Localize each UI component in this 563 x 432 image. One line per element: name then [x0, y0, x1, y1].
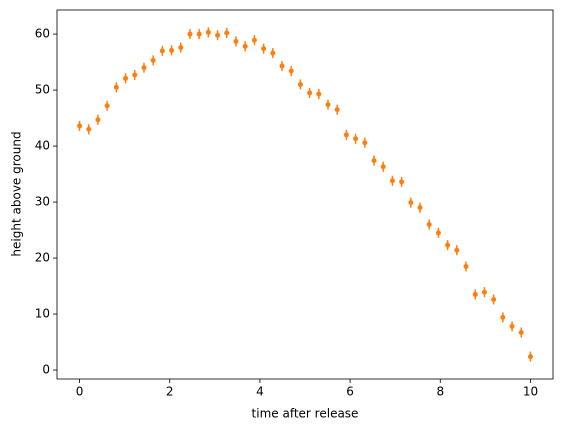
- x-tick-label: 4: [256, 385, 264, 399]
- data-point: [113, 84, 119, 90]
- x-tick-label: 6: [346, 385, 354, 399]
- y-tick-label: 0: [42, 363, 50, 377]
- y-axis-label: height above ground: [10, 131, 24, 256]
- data-point: [362, 140, 368, 146]
- data-point: [408, 200, 414, 206]
- y-tick-label: 60: [35, 27, 50, 41]
- data-point: [316, 91, 322, 97]
- x-tick-label: 8: [436, 385, 444, 399]
- data-point: [169, 47, 175, 53]
- data-point: [371, 158, 377, 164]
- data-point: [454, 247, 460, 253]
- data-point: [472, 291, 478, 297]
- data-point: [205, 29, 211, 35]
- data-point: [518, 330, 524, 336]
- data-point: [426, 221, 432, 227]
- data-point: [251, 37, 257, 43]
- data-point: [325, 102, 331, 108]
- data-point: [187, 31, 193, 37]
- data-point: [343, 132, 349, 138]
- data-point: [132, 72, 138, 78]
- data-point: [95, 117, 101, 123]
- data-point: [417, 205, 423, 211]
- data-point: [463, 263, 469, 269]
- data-point: [242, 43, 248, 49]
- data-point: [353, 136, 359, 142]
- data-point: [445, 242, 451, 248]
- data-point: [270, 50, 276, 56]
- data-point: [334, 107, 340, 113]
- data-point: [307, 90, 313, 96]
- plot-frame: [56, 9, 554, 380]
- data-point: [141, 65, 147, 71]
- data-point: [481, 289, 487, 295]
- data-point: [77, 123, 83, 129]
- x-tick-label: 2: [166, 385, 174, 399]
- y-tick-label: 20: [35, 251, 50, 265]
- data-point: [279, 63, 285, 69]
- data-point: [159, 48, 165, 54]
- data-point: [261, 46, 267, 52]
- data-point: [104, 103, 110, 109]
- data-point: [380, 164, 386, 170]
- data-point: [399, 179, 405, 185]
- data-point: [389, 178, 395, 184]
- data-point: [435, 230, 441, 236]
- data-point: [196, 31, 202, 37]
- y-tick-label: 40: [35, 139, 50, 153]
- data-point: [288, 68, 294, 74]
- y-tick-label: 10: [35, 307, 50, 321]
- data-point: [150, 57, 156, 63]
- x-axis-label: time after release: [252, 407, 359, 421]
- data-point: [178, 45, 184, 51]
- data-point: [123, 75, 129, 81]
- data-point: [500, 314, 506, 320]
- data-point: [224, 30, 230, 36]
- data-point: [297, 81, 303, 87]
- y-tick-label: 50: [35, 83, 50, 97]
- data-point: [491, 296, 497, 302]
- data-point: [86, 126, 92, 132]
- y-tick-label: 30: [35, 195, 50, 209]
- x-tick-label: 10: [523, 385, 538, 399]
- data-point: [233, 38, 239, 44]
- data-point: [509, 323, 515, 329]
- data-point: [215, 32, 221, 38]
- x-tick-label: 0: [76, 385, 84, 399]
- data-point: [527, 354, 533, 360]
